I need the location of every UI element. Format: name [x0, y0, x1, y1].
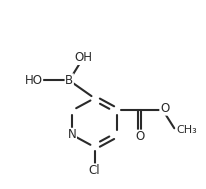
Text: HO: HO	[25, 74, 43, 87]
Text: O: O	[160, 102, 169, 115]
Text: OH: OH	[74, 51, 92, 64]
Text: B: B	[65, 74, 73, 87]
Text: Cl: Cl	[89, 164, 100, 177]
Text: CH₃: CH₃	[176, 125, 197, 135]
Text: O: O	[135, 130, 144, 143]
Text: N: N	[68, 128, 76, 141]
